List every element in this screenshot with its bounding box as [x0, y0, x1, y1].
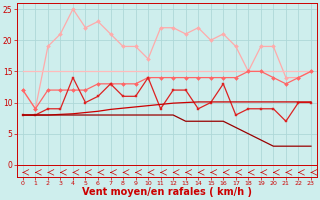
X-axis label: Vent moyen/en rafales ( km/h ): Vent moyen/en rafales ( km/h ) — [82, 187, 252, 197]
